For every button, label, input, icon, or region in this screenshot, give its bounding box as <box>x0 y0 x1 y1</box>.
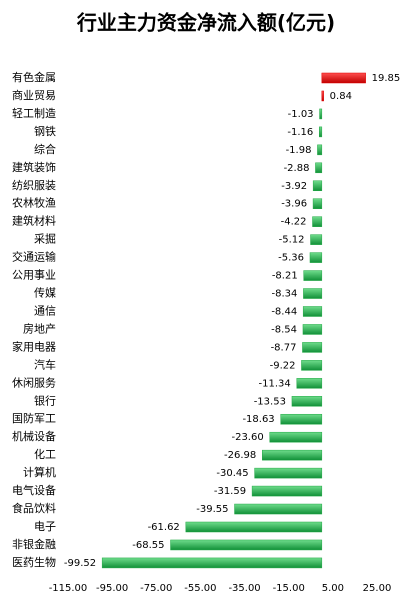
category-label: 传媒 <box>34 287 56 300</box>
value-label: -39.55 <box>196 504 228 515</box>
value-label: -31.59 <box>214 486 246 497</box>
category-label: 农林牧渔 <box>12 196 56 210</box>
x-tick-label: -55.00 <box>184 583 216 594</box>
category-label: 家用电器 <box>12 339 56 353</box>
bar <box>280 413 323 425</box>
value-label: -1.16 <box>287 127 313 138</box>
x-tick-label: 5.00 <box>322 583 344 594</box>
value-label: 0.84 <box>330 91 352 102</box>
bar <box>319 108 323 120</box>
category-label: 电子 <box>34 520 56 533</box>
x-tick-label: -95.00 <box>96 583 128 594</box>
x-tick-label: -15.00 <box>273 583 305 594</box>
bar <box>317 144 323 156</box>
value-label: -23.60 <box>231 432 263 443</box>
bar <box>254 467 323 479</box>
value-label: -8.77 <box>271 342 297 353</box>
value-label: -5.36 <box>278 253 304 264</box>
category-label: 休闲服务 <box>12 375 56 389</box>
value-label: -18.63 <box>242 414 274 425</box>
value-label: -99.52 <box>64 558 96 569</box>
value-label: -5.12 <box>279 235 305 246</box>
value-label: -9.22 <box>270 360 296 371</box>
bar <box>321 72 366 84</box>
bar <box>312 198 323 209</box>
category-label: 计算机 <box>23 465 56 479</box>
value-label: -1.98 <box>286 145 312 156</box>
value-label: -3.92 <box>281 181 307 192</box>
x-tick-label: 25.00 <box>363 583 392 594</box>
value-label: -8.54 <box>271 324 297 335</box>
value-label: -2.88 <box>284 163 310 174</box>
value-label: -11.34 <box>259 378 291 389</box>
category-label: 建筑装饰 <box>12 160 56 174</box>
value-label: -3.96 <box>281 199 307 210</box>
x-tick-label: -115.00 <box>49 583 88 594</box>
bar <box>170 539 323 551</box>
value-label: -30.45 <box>216 468 248 479</box>
bar <box>319 126 323 138</box>
bar <box>312 180 323 192</box>
x-tick-label: -75.00 <box>140 583 172 594</box>
bar <box>251 485 323 497</box>
bar <box>321 90 324 102</box>
category-label: 银行 <box>34 393 56 407</box>
category-label: 综合 <box>34 142 56 156</box>
bar <box>303 270 323 281</box>
category-label: 汽车 <box>34 357 56 371</box>
value-label: -1.03 <box>288 109 314 120</box>
x-tick-label: -35.00 <box>228 583 260 594</box>
category-label: 纺织服装 <box>12 178 56 192</box>
category-label: 食品饮料 <box>12 501 56 515</box>
bar <box>296 378 323 389</box>
category-label: 钢铁 <box>34 125 56 138</box>
category-label: 有色金属 <box>12 70 56 84</box>
value-label: -8.34 <box>272 289 298 300</box>
category-label: 建筑材料 <box>12 214 56 228</box>
bar <box>312 216 323 227</box>
category-label: 轻工制造 <box>12 106 56 120</box>
bar <box>185 521 323 533</box>
category-label: 通信 <box>34 304 56 317</box>
category-label: 非银金融 <box>12 537 56 551</box>
bar <box>101 557 323 569</box>
value-label: -61.62 <box>148 522 180 533</box>
value-label: 19.85 <box>372 73 401 84</box>
bar <box>262 449 323 461</box>
bar <box>302 324 323 335</box>
category-label: 电气设备 <box>12 483 56 497</box>
value-label: -4.22 <box>281 217 307 228</box>
bar <box>302 342 323 353</box>
bar <box>310 234 323 245</box>
bar <box>269 431 323 443</box>
value-label: -13.53 <box>254 396 286 407</box>
bar <box>302 306 323 317</box>
category-label: 房地产 <box>23 321 56 335</box>
bar <box>301 360 323 371</box>
category-label: 商业贸易 <box>12 88 56 102</box>
category-label: 公用事业 <box>12 269 56 282</box>
value-label: -8.21 <box>272 271 298 282</box>
category-label: 化工 <box>34 447 56 461</box>
bar <box>234 503 323 515</box>
category-label: 机械设备 <box>12 429 56 443</box>
category-label: 国防军工 <box>12 411 56 425</box>
bar <box>315 162 323 174</box>
category-label: 交通运输 <box>12 250 56 264</box>
category-label: 采掘 <box>34 232 56 246</box>
value-label: -26.98 <box>224 450 256 461</box>
category-label: 医药生物 <box>12 555 56 569</box>
bar <box>303 288 323 299</box>
bar <box>309 252 323 263</box>
value-label: -68.55 <box>132 540 164 551</box>
bar <box>291 396 323 407</box>
value-label: -8.44 <box>271 306 297 317</box>
chart-title: 行业主力资金净流入额(亿元) <box>76 11 335 35</box>
